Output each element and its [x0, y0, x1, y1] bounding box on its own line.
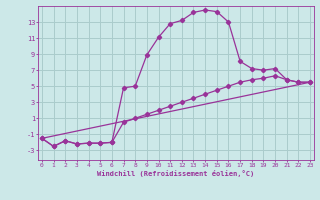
- X-axis label: Windchill (Refroidissement éolien,°C): Windchill (Refroidissement éolien,°C): [97, 170, 255, 177]
